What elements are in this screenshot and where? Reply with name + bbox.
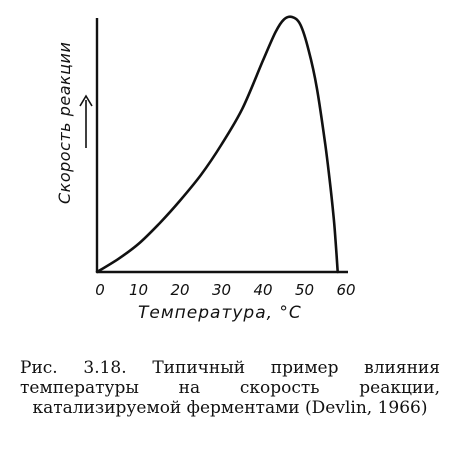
figure-caption: Рис. 3.18. Типичный пример влияния темпе… [20, 358, 440, 418]
y-axis-arrow-icon [79, 94, 93, 148]
y-axis-label: Скорость реакции [55, 42, 74, 204]
x-tick-label-30: 30 [212, 281, 231, 299]
x-tick-label-0: 0 [95, 281, 105, 299]
x-tick-label-20: 20 [170, 281, 189, 299]
x-tick-label-10: 10 [129, 281, 148, 299]
series-line [95, 15, 339, 274]
x-tick-label-50: 50 [295, 281, 314, 299]
x-axis-label: Температура, °С [138, 303, 302, 323]
x-tick-label-60: 60 [336, 281, 355, 299]
chart: Скорость реакции Температура, °С 0 10 20 30… [55, 15, 356, 323]
x-tick-labels: 0 10 20 30 40 50 60 [95, 281, 355, 299]
x-tick-label-40: 40 [253, 281, 272, 299]
